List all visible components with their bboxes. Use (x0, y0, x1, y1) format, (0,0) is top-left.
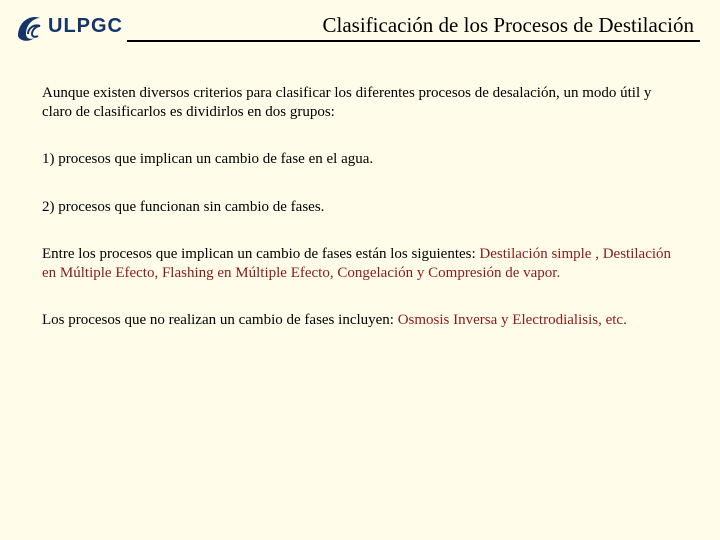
page-title: Clasificación de los Procesos de Destila… (131, 13, 700, 40)
group-2: 2) procesos que funcionan sin cambio de … (42, 198, 678, 217)
group-1: 1) procesos que implican un cambio de fa… (42, 150, 678, 169)
header: ULPGC Clasificación de los Procesos de D… (0, 0, 720, 44)
title-rule (127, 40, 700, 42)
logo-text: ULPGC (48, 15, 123, 38)
p4-lead: Entre los procesos que implican un cambi… (42, 246, 479, 262)
no-phase-change-paragraph: Los procesos que no realizan un cambio d… (42, 311, 678, 330)
p5-lead: Los procesos que no realizan un cambio d… (42, 312, 398, 328)
wave-icon (14, 8, 48, 44)
p5-highlight: Osmosis Inversa y Electrodialisis, etc. (398, 312, 627, 328)
title-wrap: Clasificación de los Procesos de Destila… (131, 13, 720, 40)
intro-paragraph: Aunque existen diversos criterios para c… (42, 84, 678, 122)
phase-change-paragraph: Entre los procesos que implican un cambi… (42, 245, 678, 283)
content: Aunque existen diversos criterios para c… (0, 44, 720, 330)
ulpgc-logo: ULPGC (14, 8, 123, 44)
